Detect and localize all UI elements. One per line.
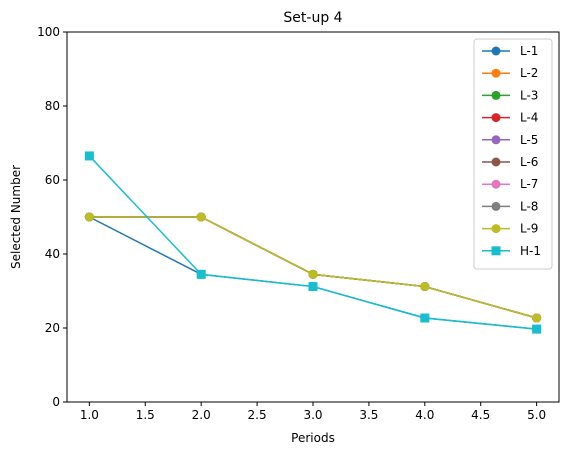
legend-marker-h-1 <box>491 246 501 256</box>
legend-label-l-3: L-3 <box>520 88 538 102</box>
data-point-l-9 <box>420 282 430 292</box>
chart-title: Set-up 4 <box>283 10 342 26</box>
x-tick-label: 2.0 <box>192 408 211 422</box>
x-tick-label: 1.0 <box>80 408 99 422</box>
plot-area: 1.0 1.5 2.0 2.5 3.0 3.5 4.0 4.5 5.0 0 20 40 60 80 100 <box>37 25 546 422</box>
x-tick-label: 3.0 <box>303 408 322 422</box>
legend-item-l-7: L-7 <box>482 177 538 191</box>
legend-item-h-1: H-1 <box>482 244 541 258</box>
y-tick-label: 60 <box>45 173 60 187</box>
x-tick-label: 4.0 <box>415 408 434 422</box>
legend-marker-l-4 <box>491 113 501 123</box>
data-point-h-1 <box>84 151 94 161</box>
x-tick-label: 1.5 <box>136 408 155 422</box>
y-tick-label: 20 <box>45 321 60 335</box>
legend-label-l-5: L-5 <box>520 133 538 147</box>
legend-marker-l-5 <box>491 135 501 145</box>
legend-marker-l-7 <box>491 179 501 189</box>
legend-label-l-8: L-8 <box>520 199 538 213</box>
legend-item-l-6: L-6 <box>482 155 538 169</box>
data-point-h-1 <box>532 324 542 334</box>
legend-label-l-2: L-2 <box>520 66 538 80</box>
legend-item-l-8: L-8 <box>482 199 538 213</box>
data-point-l-9 <box>84 212 94 222</box>
data-point-l-9 <box>196 212 206 222</box>
legend: L-1 L-2 L-3 L-4 L-5 L-6 L-7 L-8 L-9 H-1 <box>473 38 553 270</box>
series-h-1 <box>84 151 542 334</box>
data-point-l-9 <box>308 269 318 279</box>
x-axis-title: Periods <box>291 431 335 445</box>
series-l-9 <box>84 212 542 323</box>
legend-marker-l-2 <box>491 68 501 78</box>
legend-marker-l-8 <box>491 201 501 211</box>
y-axis-title: Selected Number <box>9 165 23 269</box>
data-point-h-1 <box>196 269 206 279</box>
legend-label-h-1: H-1 <box>520 244 541 258</box>
legend-item-l-9: L-9 <box>482 222 538 236</box>
x-tick-label: 2.5 <box>248 408 267 422</box>
legend-item-l-3: L-3 <box>482 88 538 102</box>
legend-item-l-4: L-4 <box>482 111 538 125</box>
x-tick-label: 4.5 <box>471 408 490 422</box>
y-tick-label: 100 <box>37 25 60 39</box>
x-tick-label: 5.0 <box>527 408 546 422</box>
legend-label-l-1: L-1 <box>520 44 538 58</box>
x-tick-label: 3.5 <box>359 408 378 422</box>
y-tick-label: 40 <box>45 247 60 261</box>
data-point-h-1 <box>308 282 318 292</box>
legend-item-l-1: L-1 <box>482 44 538 58</box>
legend-marker-l-1 <box>491 46 501 56</box>
legend-item-l-2: L-2 <box>482 66 538 80</box>
y-tick-label: 0 <box>52 395 60 409</box>
legend-label-l-9: L-9 <box>520 222 538 236</box>
legend-item-l-5: L-5 <box>482 133 538 147</box>
legend-marker-l-3 <box>491 90 501 100</box>
y-tick-label: 80 <box>45 99 60 113</box>
legend-marker-l-6 <box>491 157 501 167</box>
data-point-l-9 <box>532 313 542 323</box>
legend-label-l-6: L-6 <box>520 155 538 169</box>
legend-label-l-4: L-4 <box>520 111 538 125</box>
data-point-h-1 <box>420 313 430 323</box>
legend-label-l-7: L-7 <box>520 177 538 191</box>
axes-frame <box>66 31 560 403</box>
legend-marker-l-9 <box>491 224 501 234</box>
